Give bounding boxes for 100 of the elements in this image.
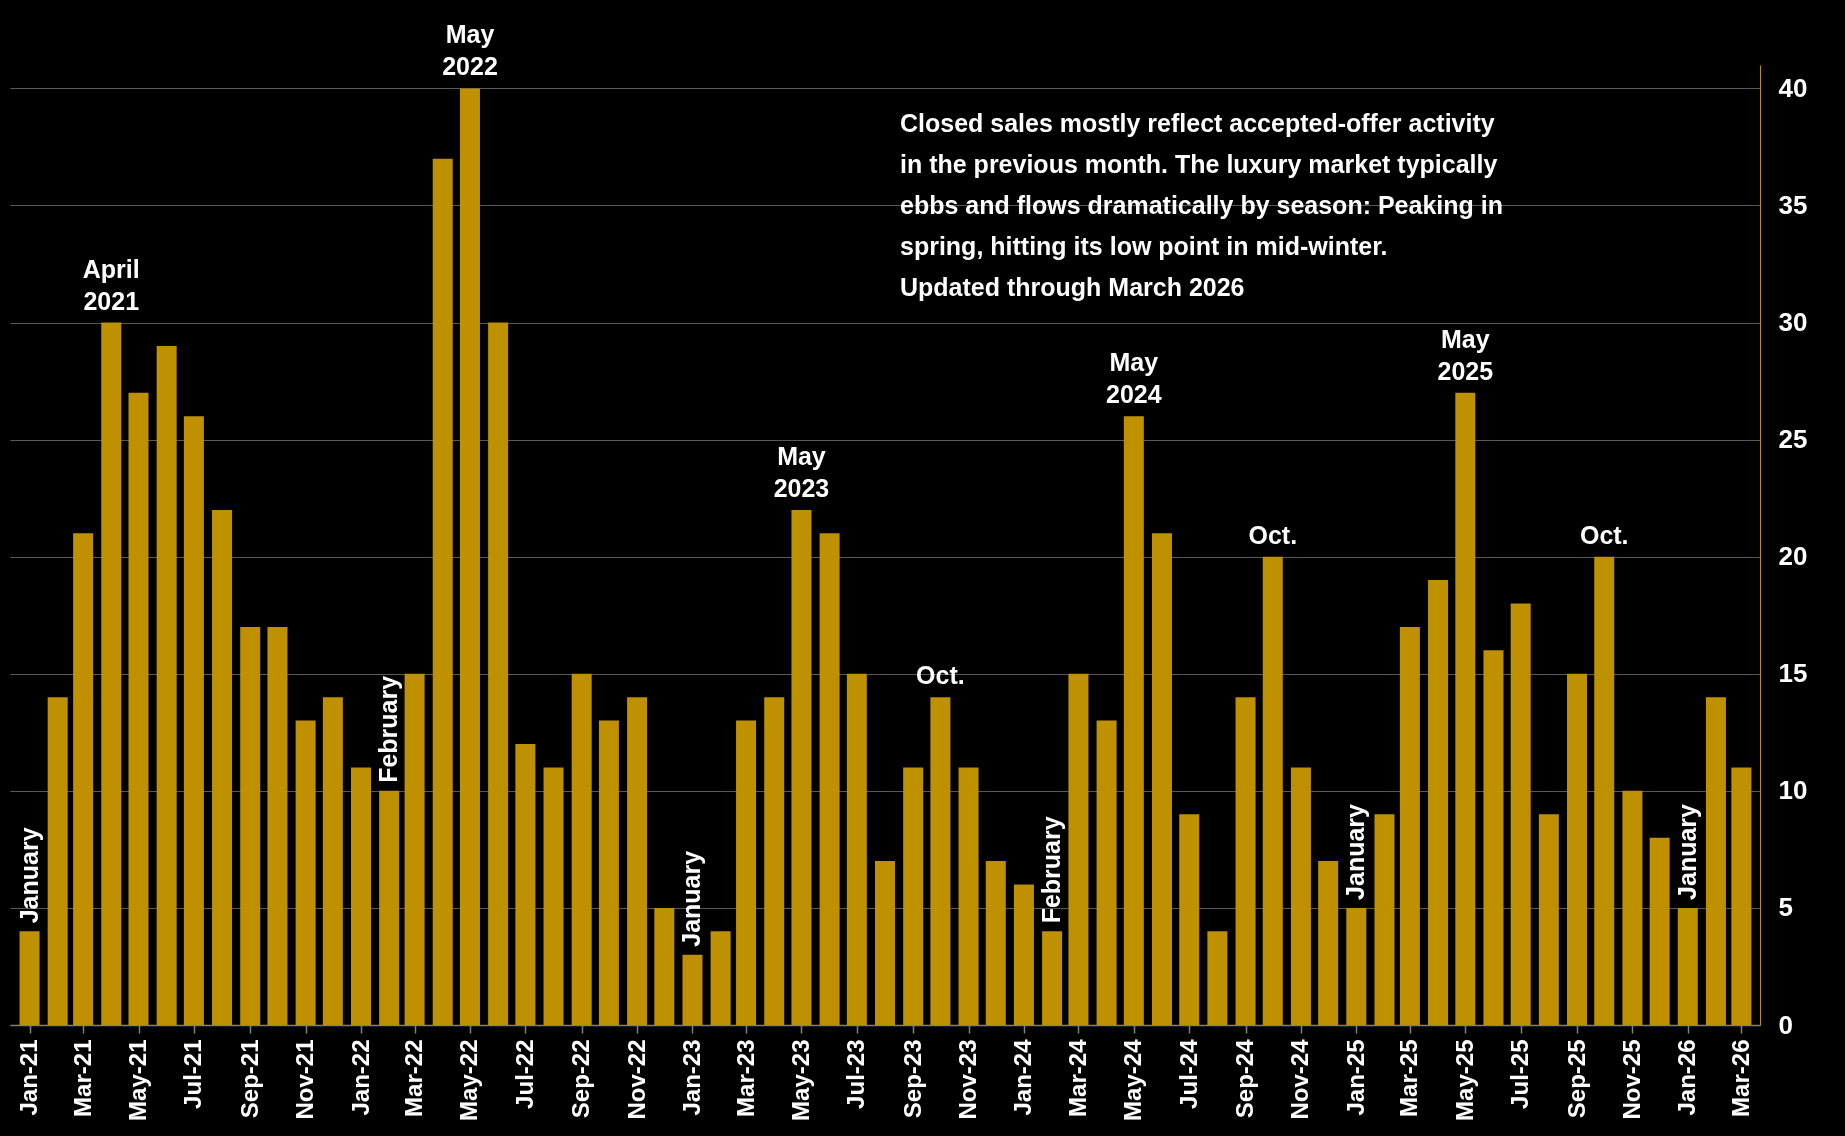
x-tick-label: Jan-23 xyxy=(677,1039,705,1116)
bar xyxy=(1290,767,1311,1025)
bar xyxy=(1538,814,1559,1025)
bar xyxy=(322,697,343,1025)
x-tick-label: Sep-23 xyxy=(898,1039,926,1119)
bar xyxy=(571,673,592,1025)
x-tick-label: Mar-24 xyxy=(1063,1038,1091,1117)
bar xyxy=(791,509,812,1025)
y-tick-label: 15 xyxy=(1778,658,1808,689)
annotation: January xyxy=(14,827,43,924)
bar xyxy=(1510,603,1531,1025)
bar xyxy=(432,158,453,1025)
y-tick-label: 25 xyxy=(1778,424,1808,455)
x-tick-label: Jan-25 xyxy=(1341,1039,1369,1116)
x-tick-label: Jul-25 xyxy=(1506,1039,1534,1109)
x-tick-label: Sep-21 xyxy=(235,1039,263,1119)
annotation: January xyxy=(1672,803,1701,900)
x-tick-label: Jan-21 xyxy=(15,1039,43,1116)
bar xyxy=(543,767,564,1025)
x-tick-label: Mar-22 xyxy=(400,1039,428,1117)
bar xyxy=(1705,697,1726,1025)
bar xyxy=(1262,556,1283,1025)
annotation: February xyxy=(374,675,403,783)
bar xyxy=(1594,556,1615,1025)
annotation: Updated through March 2026 xyxy=(900,273,1245,301)
y-tick-label: 40 xyxy=(1778,72,1808,103)
bar xyxy=(183,416,204,1025)
x-tick-label: Nov-23 xyxy=(954,1039,982,1120)
y-tick-label: 30 xyxy=(1778,307,1808,338)
x-tick-label: Jan-26 xyxy=(1673,1039,1701,1116)
bar xyxy=(73,533,94,1025)
bar xyxy=(930,697,951,1025)
x-tick-label: Sep-25 xyxy=(1562,1039,1590,1119)
bar xyxy=(488,322,509,1025)
x-tick-label: Sep-24 xyxy=(1231,1038,1259,1119)
x-tick-label: Jul-24 xyxy=(1174,1038,1202,1109)
x-tick-label: May-23 xyxy=(786,1039,814,1121)
bar xyxy=(212,509,233,1025)
bar xyxy=(240,626,261,1025)
bar xyxy=(1455,392,1476,1025)
bar xyxy=(1096,720,1117,1025)
bar xyxy=(1567,673,1587,1025)
bar xyxy=(1483,650,1504,1025)
bar xyxy=(1428,580,1449,1025)
x-tick-label: Jul-21 xyxy=(179,1039,207,1109)
annotation: May 2022 xyxy=(442,20,498,81)
bar xyxy=(1235,697,1256,1025)
bar xyxy=(736,720,757,1025)
bar xyxy=(1622,790,1643,1025)
bar xyxy=(1179,814,1200,1025)
bar xyxy=(958,767,979,1025)
bar xyxy=(1068,673,1089,1025)
bar xyxy=(515,744,536,1025)
annotation: Oct. xyxy=(1248,520,1298,549)
y-tick-label: 10 xyxy=(1778,775,1808,806)
bar xyxy=(156,345,177,1025)
x-tick-label: Mar-23 xyxy=(731,1039,759,1117)
bar xyxy=(710,931,731,1025)
x-tick-label: Mar-26 xyxy=(1726,1039,1754,1117)
x-tick-label: Sep-22 xyxy=(567,1039,595,1119)
annotation: January xyxy=(1341,803,1370,900)
y-tick-label: 0 xyxy=(1778,1009,1793,1040)
bar xyxy=(351,767,371,1025)
x-tick-label: May-25 xyxy=(1450,1039,1478,1121)
bar xyxy=(1346,907,1367,1025)
x-tick-label: Mar-21 xyxy=(68,1039,96,1117)
annotation: Oct. xyxy=(1579,520,1629,549)
x-tick-label: Jul-23 xyxy=(842,1039,870,1109)
bar xyxy=(404,673,425,1025)
annotation: April 2021 xyxy=(82,254,140,315)
x-tick-label: Jul-22 xyxy=(510,1039,538,1109)
bar xyxy=(1151,533,1172,1025)
y-tick-label: 35 xyxy=(1778,189,1808,220)
bar xyxy=(875,861,895,1025)
bar xyxy=(128,392,149,1025)
bar xyxy=(682,954,703,1025)
annotation: May 2025 xyxy=(1437,324,1494,385)
bar xyxy=(295,720,316,1025)
x-tick-label: Nov-24 xyxy=(1286,1038,1314,1120)
bar xyxy=(985,861,1006,1025)
x-tick-label: Jan-22 xyxy=(346,1039,374,1116)
y-tick-label: 20 xyxy=(1778,541,1808,572)
x-tick-label: Jan-24 xyxy=(1009,1038,1037,1116)
bar xyxy=(267,626,288,1025)
annotation: Closed sales mostly reflect accepted-offer activity in the previous month. The luxury market typically ebbs and flows dramatically by season: Peaking in spring, hitting its low point in mid-winter. xyxy=(900,109,1503,260)
x-tick-label: Nov-25 xyxy=(1617,1039,1645,1120)
bar xyxy=(1013,884,1034,1025)
bar xyxy=(1123,416,1144,1025)
bar xyxy=(101,322,122,1025)
x-tick-label: May-24 xyxy=(1119,1038,1147,1121)
bar xyxy=(903,767,924,1025)
bar xyxy=(1731,767,1752,1025)
bar xyxy=(1399,626,1420,1025)
bar xyxy=(1374,814,1395,1025)
bar xyxy=(1677,907,1698,1025)
annotation: May 2023 xyxy=(773,441,830,502)
bar xyxy=(654,907,675,1025)
x-tick-label: May-21 xyxy=(124,1039,152,1121)
bar xyxy=(819,533,840,1025)
x-tick-label: Mar-25 xyxy=(1395,1039,1423,1117)
